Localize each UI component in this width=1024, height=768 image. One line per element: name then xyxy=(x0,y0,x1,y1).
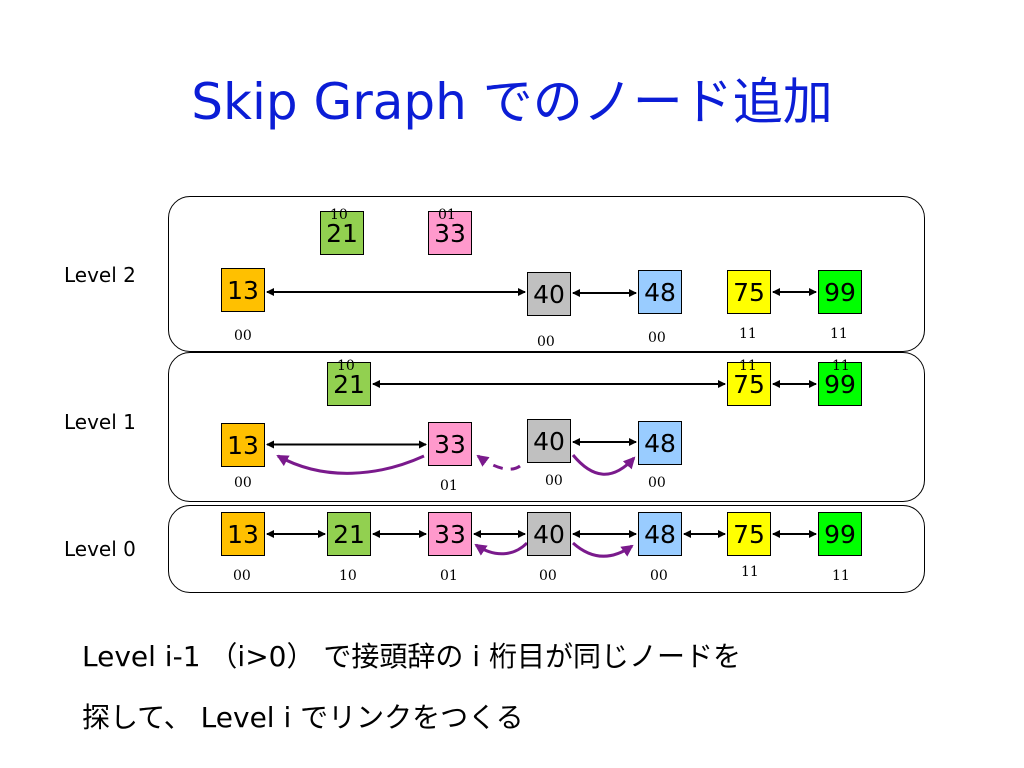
level-1-node-21: 21 xyxy=(327,362,371,406)
slide-title: Skip Graph でのノード追加 xyxy=(191,73,833,131)
level-1-node-33-bits: 01 xyxy=(440,478,458,494)
level-0-node-99-bits: 11 xyxy=(832,568,850,584)
level-2-node-99: 99 xyxy=(818,270,862,314)
level-1-node-21-bits: 10 xyxy=(337,358,355,374)
level-0-node-33: 33 xyxy=(428,512,472,556)
level-0-node-21: 21 xyxy=(327,512,371,556)
level-1-node-40: 40 xyxy=(527,419,571,463)
level-2-node-21-bits: 10 xyxy=(330,207,348,223)
level-2-node-40-bits: 00 xyxy=(537,334,555,350)
caption-line-2: 探して、 Level i でリンクをつくる xyxy=(82,701,524,734)
level-2-node-75: 75 xyxy=(727,270,771,314)
level-1-node-33: 33 xyxy=(428,422,472,466)
level-0-node-48: 48 xyxy=(638,512,682,556)
level-1-node-13-bits: 00 xyxy=(234,475,252,491)
level-1-node-99-bits: 11 xyxy=(832,358,850,374)
level-0-node-75-bits: 11 xyxy=(741,564,759,580)
level-0-node-40: 40 xyxy=(527,512,571,556)
level-1-node-75-bits: 11 xyxy=(739,358,757,374)
level-2-label: Level 2 xyxy=(64,263,136,287)
level-0-node-75: 75 xyxy=(727,512,771,556)
level-0-label: Level 0 xyxy=(64,537,136,561)
level-0-node-21-bits: 10 xyxy=(339,568,357,584)
level-2-node-21: 21 xyxy=(320,211,364,255)
level-2-node-48: 48 xyxy=(638,270,682,314)
level-1-node-13: 13 xyxy=(221,423,265,467)
level-1-label: Level 1 xyxy=(64,410,136,434)
level-1-node-75: 75 xyxy=(727,362,771,406)
level-2-node-40: 40 xyxy=(527,272,571,316)
level-2-node-13-bits: 00 xyxy=(234,328,252,344)
level-1-node-99: 99 xyxy=(818,362,862,406)
level-2-node-13: 13 xyxy=(221,268,265,312)
level-0-node-33-bits: 01 xyxy=(440,568,458,584)
level-2-node-48-bits: 00 xyxy=(648,330,666,346)
caption-line-1: Level i-1 （i>0） で接頭辞の i 桁目が同じノードを xyxy=(82,640,741,673)
level-0-node-40-bits: 00 xyxy=(539,568,557,584)
level-1-node-48-bits: 00 xyxy=(648,475,666,491)
level-2-node-99-bits: 11 xyxy=(830,326,848,342)
level-2-node-33: 33 xyxy=(428,211,472,255)
level-0-node-13: 13 xyxy=(221,512,265,556)
level-1-node-40-bits: 00 xyxy=(545,473,563,489)
level-1-node-48: 48 xyxy=(638,421,682,465)
level-2-node-33-bits: 01 xyxy=(438,207,456,223)
level-0-node-13-bits: 00 xyxy=(233,568,251,584)
level-0-node-48-bits: 00 xyxy=(650,568,668,584)
level-0-node-99: 99 xyxy=(818,512,862,556)
level-2-node-75-bits: 11 xyxy=(739,326,757,342)
